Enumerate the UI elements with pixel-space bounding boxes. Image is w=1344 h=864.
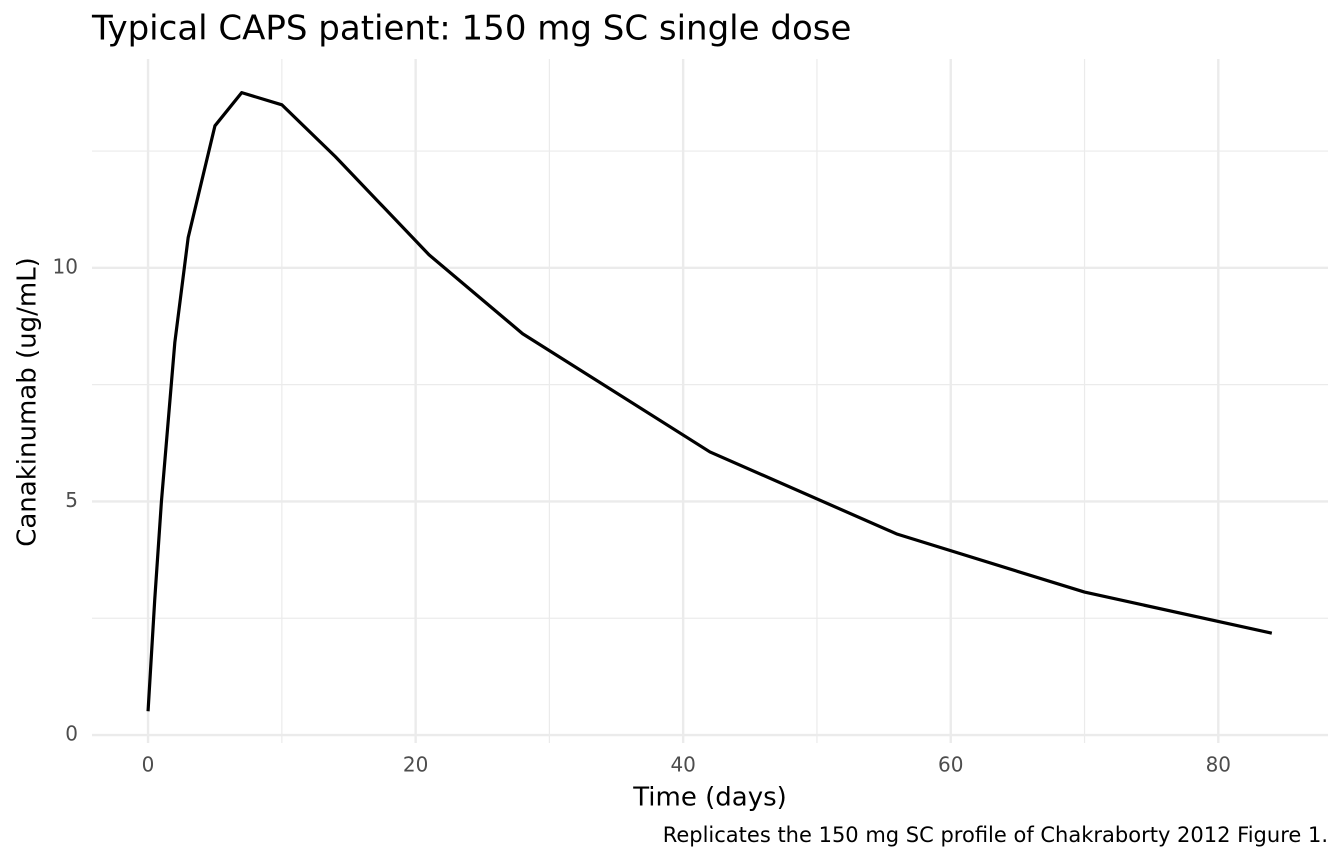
x-tick-label: 40	[670, 753, 695, 777]
x-tick-label: 20	[403, 753, 428, 777]
plot-area	[146, 91, 1273, 712]
x-tick-label: 80	[1206, 753, 1231, 777]
y-axis-title: Canakinumab (ug/mL)	[13, 257, 43, 547]
grid	[92, 59, 1328, 743]
data-line	[146, 91, 1273, 712]
y-tick-label: 0	[65, 722, 78, 746]
y-tick-label: 5	[65, 488, 78, 512]
x-axis-title: Time (days)	[632, 783, 787, 813]
y-tick-label: 10	[53, 254, 78, 278]
chart-title: Typical CAPS patient: 150 mg SC single d…	[91, 9, 851, 49]
x-tick-label: 0	[142, 753, 155, 777]
caption: Replicates the 150 mg SC profile of Chak…	[663, 823, 1328, 847]
x-tick-label: 60	[938, 753, 963, 777]
